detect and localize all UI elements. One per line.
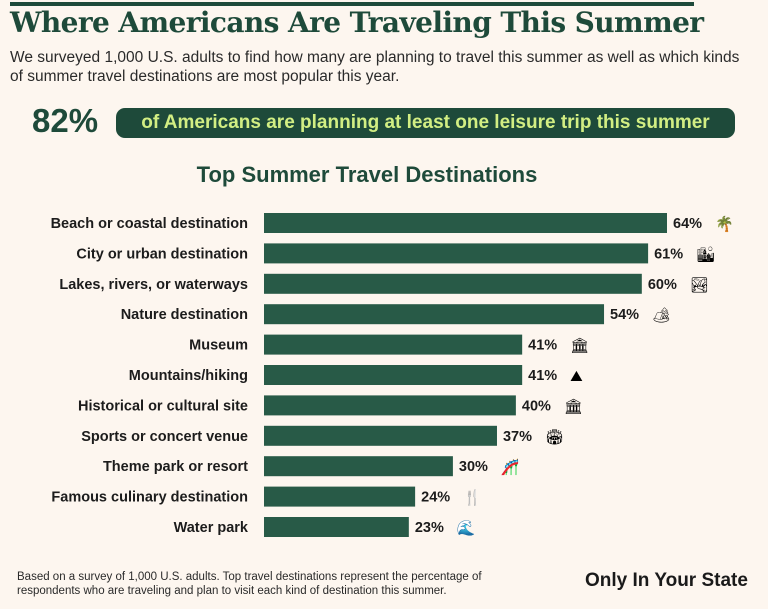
bar — [264, 334, 523, 355]
value-label: 30% — [459, 459, 488, 475]
bar — [264, 304, 605, 325]
value-label: 40% — [522, 398, 551, 414]
bar — [264, 213, 667, 233]
category-label: City or urban destination — [76, 246, 248, 262]
value-label: 41% — [528, 338, 557, 354]
bar — [264, 456, 453, 477]
value-label: 24% — [421, 490, 450, 506]
category-label: Theme park or resort — [103, 459, 248, 475]
category-label: Famous culinary destination — [51, 490, 248, 506]
category-label: Beach or coastal destination — [51, 216, 248, 232]
highlight-percentage: 82% — [32, 102, 99, 139]
capitol-building-icon: 🏛 — [564, 397, 583, 415]
fork-knife-icon: 🍴 — [463, 489, 482, 507]
value-label: 23% — [415, 520, 444, 536]
value-label: 37% — [503, 429, 532, 445]
lake-icon: 🏞 — [690, 276, 709, 294]
title-rule — [10, 2, 694, 6]
highlight-text: of Americans are planning at least one l… — [141, 112, 710, 133]
value-label: 61% — [654, 246, 683, 262]
chart-title: Top Summer Travel Destinations — [196, 162, 538, 187]
category-label: Museum — [189, 338, 248, 354]
bar — [264, 243, 649, 264]
palm-tree-icon: 🌴 — [715, 215, 734, 233]
value-label: 54% — [610, 307, 639, 323]
nature-park-icon: 🏕 — [652, 306, 671, 324]
bar — [264, 517, 409, 537]
category-label: Sports or concert venue — [81, 429, 248, 445]
mountain-icon: ⛰ — [570, 367, 583, 385]
bar — [264, 395, 516, 416]
category-label: Water park — [174, 520, 249, 536]
footnote: Based on a survey of 1,000 U.S. adults. … — [17, 571, 482, 597]
category-label: Mountains/hiking — [129, 368, 248, 384]
bar — [264, 486, 416, 507]
value-label: 60% — [648, 277, 677, 293]
value-label: 41% — [528, 368, 557, 384]
stadium-icon: 🏟 — [545, 428, 564, 446]
page-subtitle: We surveyed 1,000 U.S. adults to find ho… — [10, 49, 740, 85]
water-slide-icon: 🌊 — [457, 519, 476, 537]
bar — [264, 273, 642, 294]
category-label: Historical or cultural site — [78, 398, 248, 414]
bar — [264, 365, 523, 385]
bar — [264, 425, 497, 446]
category-label: Nature destination — [121, 307, 248, 323]
museum-icon: 🏛 — [570, 337, 589, 355]
roller-coaster-icon: 🎢 — [501, 458, 520, 476]
city-buildings-icon: 🏙 — [696, 245, 715, 263]
brand-logo: Only In Your State — [585, 570, 748, 591]
page-title: Where Americans Are Traveling This Summe… — [10, 6, 704, 39]
highlight-banner: of Americans are planning at least one l… — [116, 108, 735, 138]
value-label: 64% — [673, 216, 702, 232]
category-label: Lakes, rivers, or waterways — [59, 277, 248, 293]
